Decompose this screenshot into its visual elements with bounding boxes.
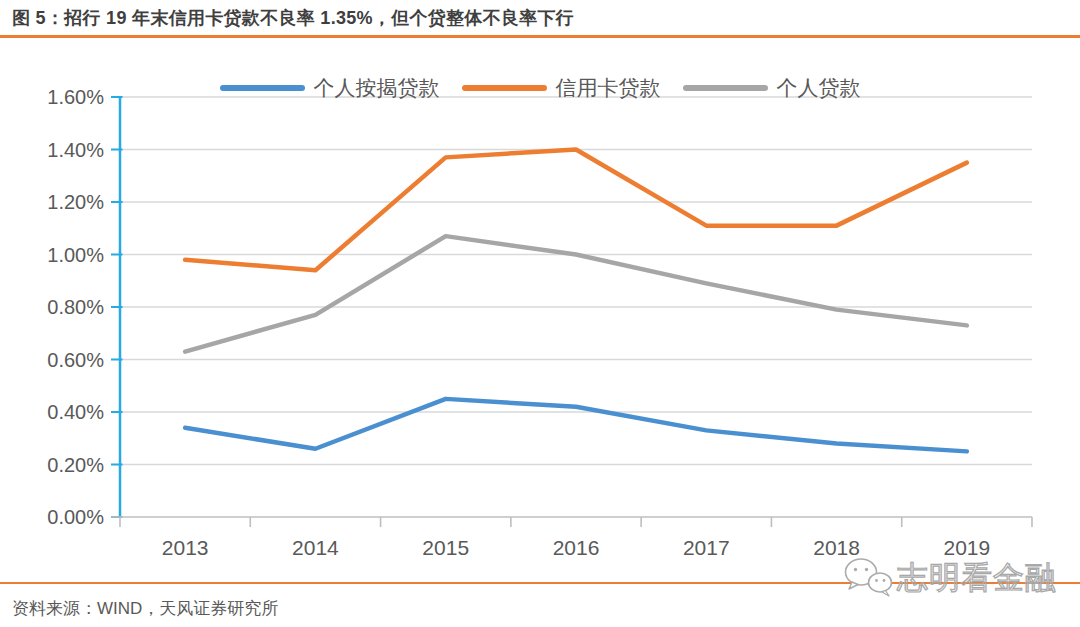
y-tick-label: 1.40%	[47, 139, 104, 161]
series-lines	[185, 150, 967, 452]
y-tick-label: 0.80%	[47, 296, 104, 318]
x-tick-label: 2013	[162, 536, 209, 559]
series-line-个人按揭贷款	[185, 399, 967, 452]
y-tick-label: 0.00%	[47, 506, 104, 528]
x-tick-label: 2014	[292, 536, 339, 559]
legend-swatch	[462, 85, 547, 91]
legend-label: 信用卡贷款	[556, 74, 661, 102]
y-tick-label: 1.20%	[47, 191, 104, 213]
gridlines	[120, 97, 1032, 465]
y-tick-label: 1.00%	[47, 244, 104, 266]
x-tick-label: 2015	[422, 536, 469, 559]
legend-item: 信用卡贷款	[462, 74, 661, 102]
y-tick-label: 0.40%	[47, 401, 104, 423]
axes	[111, 97, 1032, 527]
series-line-个人贷款	[185, 236, 967, 352]
legend-swatch	[220, 85, 305, 91]
watermark-text: 志明看金融	[897, 555, 1057, 601]
y-axis-labels: 0.00% 0.20% 0.40% 0.60% 0.80% 1.00% 1.20% 1.40%…	[47, 86, 104, 528]
x-tick-label: 2016	[553, 536, 600, 559]
watermark: 志明看金融	[842, 555, 1057, 601]
y-tick-label: 0.60%	[47, 349, 104, 371]
y-tick-label: 0.20%	[47, 454, 104, 476]
legend-item: 个人按揭贷款	[220, 74, 440, 102]
legend-label: 个人贷款	[777, 74, 861, 102]
legend-item: 个人贷款	[683, 74, 861, 102]
chart-legend: 个人按揭贷款 信用卡贷款 个人贷款	[0, 72, 1080, 104]
legend-label: 个人按揭贷款	[314, 74, 440, 102]
series-line-信用卡贷款	[185, 150, 967, 271]
legend-swatch	[683, 85, 768, 91]
wechat-icon	[842, 556, 894, 600]
source-note: 资料来源：WIND，天风证券研究所	[12, 597, 278, 620]
x-tick-label: 2017	[683, 536, 730, 559]
